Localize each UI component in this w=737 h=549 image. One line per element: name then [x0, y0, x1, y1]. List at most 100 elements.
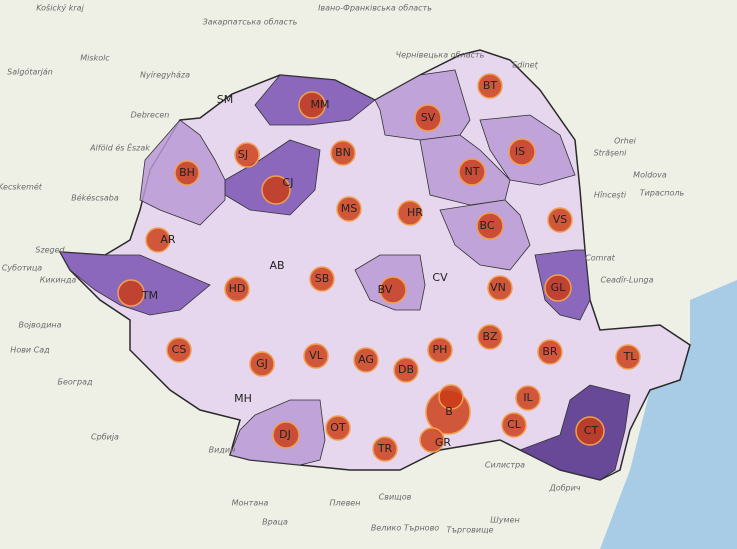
county-marker — [419, 427, 445, 453]
place-label: Закарпатська область — [203, 18, 298, 27]
county-marker — [414, 104, 442, 132]
place-label: Силистра — [485, 461, 525, 470]
place-label: Монтана — [232, 499, 269, 508]
place-label: Търговище — [446, 526, 493, 535]
county-marker — [325, 415, 351, 441]
county-code: VS — [553, 213, 568, 226]
county-code: AR — [160, 233, 176, 246]
place-label: Ceadîr-Lunga — [600, 276, 653, 285]
county-marker — [303, 343, 329, 369]
county-marker — [336, 196, 362, 222]
county-code: SJ — [238, 148, 248, 161]
county-marker — [615, 344, 641, 370]
county-marker — [249, 351, 275, 377]
county-code: TL — [623, 350, 638, 363]
county-code: IS — [515, 145, 525, 158]
county-code: TM — [141, 289, 158, 302]
county-code: GJ — [256, 357, 268, 370]
place-label: Comrat — [585, 254, 615, 263]
county-marker — [166, 337, 192, 363]
county-marker — [372, 436, 398, 462]
place-label: Moldova — [633, 171, 667, 180]
place-label: Плевен — [330, 499, 361, 508]
county-marker — [458, 158, 486, 186]
place-label: Strășeni — [594, 149, 628, 158]
county-code: MM — [311, 98, 330, 111]
county-code: AG — [358, 353, 374, 366]
county-code: CV — [432, 271, 448, 284]
place-label: Кикинда — [40, 276, 77, 285]
county-marker — [330, 140, 356, 166]
county-marker — [476, 212, 504, 240]
county-code: SM — [217, 93, 233, 106]
county-marker — [353, 347, 379, 373]
place-label: Edineț — [512, 61, 538, 70]
place-label: Szeged — [35, 246, 65, 255]
county-code: NT — [465, 165, 480, 178]
county-marker — [438, 384, 464, 410]
place-label: Miskolc — [80, 54, 110, 63]
county-code: VN — [490, 281, 506, 294]
county-marker — [477, 324, 503, 350]
place-label: Свищов — [379, 493, 412, 502]
place-label: Тирасполь — [640, 189, 685, 198]
county-marker — [537, 339, 563, 365]
county-marker — [544, 274, 572, 302]
county-marker — [575, 416, 605, 446]
place-label: Видин — [209, 446, 236, 455]
place-label: Orhei — [614, 137, 637, 146]
county-code: BZ — [482, 330, 498, 343]
place-label: Košický kraj — [36, 3, 84, 13]
place-label: Враца — [262, 518, 288, 527]
county-marker — [515, 385, 541, 411]
place-label: Hîncești — [594, 191, 627, 200]
county-marker — [298, 91, 326, 119]
county-code: CT — [584, 424, 599, 437]
county-code: GR — [435, 436, 452, 449]
county-code: IL — [523, 391, 533, 404]
place-label: Debrecen — [131, 111, 170, 120]
county-code: TR — [377, 442, 393, 455]
county-code: SV — [421, 111, 436, 124]
place-label: Београд — [57, 378, 92, 387]
county-marker — [117, 279, 145, 307]
county-code: VL — [309, 349, 324, 362]
county-marker — [547, 207, 573, 233]
place-label: Суботица — [2, 264, 42, 273]
county-code: DJ — [279, 428, 291, 441]
county-marker — [224, 276, 250, 302]
county-marker — [427, 337, 453, 363]
place-label: Добрич — [548, 484, 580, 493]
county-code: MH — [234, 392, 252, 405]
county-code: CJ — [283, 176, 294, 189]
county-code: BC — [479, 219, 494, 232]
county-marker — [397, 200, 423, 226]
county-code: BT — [483, 79, 498, 92]
place-label: Nyíregyháza — [140, 71, 190, 80]
place-label: Kecskemét — [0, 182, 43, 192]
county-code: B — [445, 405, 453, 418]
county-code: BV — [378, 283, 393, 296]
county-code: BR — [542, 345, 558, 358]
county-code: MS — [341, 202, 357, 215]
county-marker — [477, 73, 503, 99]
county-code: PH — [433, 343, 448, 356]
county-marker — [508, 138, 536, 166]
county-code: BN — [335, 146, 351, 159]
county-marker — [393, 357, 419, 383]
county-code: GL — [551, 281, 567, 294]
place-label: Alföld és Észak — [89, 142, 150, 153]
place-label: Војводина — [18, 321, 61, 330]
county-code: AB — [269, 259, 284, 272]
place-label: Salgótarján — [7, 67, 53, 77]
county-code: DB — [398, 363, 414, 376]
place-label: Велико Търново — [371, 524, 439, 533]
county-code: CS — [172, 343, 187, 356]
county-code: CL — [507, 418, 522, 431]
black-sea — [600, 280, 737, 549]
county-marker — [261, 175, 291, 205]
county-marker — [145, 227, 171, 253]
place-label: Чернівецька область — [396, 51, 485, 60]
